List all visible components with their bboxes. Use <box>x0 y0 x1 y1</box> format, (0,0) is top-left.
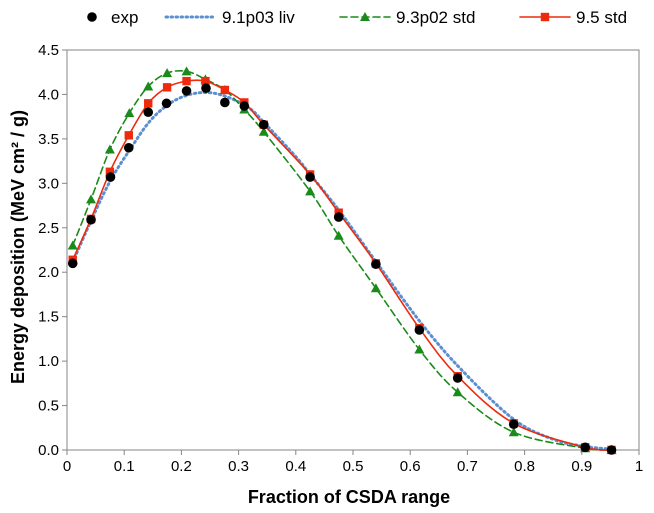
data-point <box>143 81 154 91</box>
legend-item-0: exp <box>87 8 138 27</box>
data-point <box>414 344 425 354</box>
data-point <box>105 167 115 176</box>
legend-label: 9.1p03 liv <box>222 8 295 27</box>
data-point <box>201 76 210 86</box>
data-point <box>181 86 192 96</box>
x-tick-label: 0 <box>63 458 71 475</box>
legend-label: exp <box>111 8 138 27</box>
data-point <box>258 126 269 136</box>
data-point <box>123 142 134 153</box>
data-point <box>371 259 381 270</box>
x-tick-label: 0.3 <box>228 458 249 475</box>
y-tick-label: 1.0 <box>38 353 59 370</box>
y-tick-label: 3.5 <box>38 131 59 148</box>
data-point <box>508 419 519 430</box>
x-tick-label: 1 <box>635 458 643 475</box>
data-point <box>181 66 192 76</box>
legend-label: 9.5 std <box>576 8 627 27</box>
data-point <box>86 214 96 225</box>
data-point <box>508 427 519 437</box>
data-point <box>105 172 116 182</box>
data-point <box>333 212 344 222</box>
legend-item-3: 9.5 std <box>519 8 627 27</box>
x-tick-label: 0.8 <box>514 458 535 475</box>
data-point <box>414 325 425 335</box>
y-tick-label: 2.0 <box>38 264 59 281</box>
y-axis-title: Energy deposition (MeV cm² / g) <box>8 110 28 384</box>
data-point <box>162 68 173 78</box>
data-point <box>104 144 115 154</box>
legend-item-2: 9.3p02 std <box>339 8 475 27</box>
x-tick-label: 0.9 <box>571 458 592 475</box>
data-point <box>182 76 191 86</box>
data-point <box>220 97 230 108</box>
data-point <box>67 240 78 250</box>
y-tick-label: 4.5 <box>38 42 59 59</box>
data-point <box>86 194 97 204</box>
x-tick-label: 0.7 <box>457 458 478 475</box>
data-point <box>305 172 315 182</box>
plot-frame <box>66 49 640 451</box>
y-tick-label: 4.0 <box>38 86 59 103</box>
y-tick-label: 3.0 <box>38 175 59 192</box>
data-point <box>220 85 230 95</box>
y-tick-label: 0.5 <box>38 398 59 415</box>
x-tick-label: 0.4 <box>285 458 306 475</box>
data-point <box>239 101 250 111</box>
series-line <box>71 69 613 451</box>
series-1 <box>71 90 614 451</box>
series-0 <box>67 83 617 455</box>
data-point <box>580 442 591 453</box>
y-axis-ticks: 0.0 0.5 1.0 1.5 2.0 2.5 3.0 3.5 4.0 4.5 <box>38 42 67 459</box>
data-point <box>201 83 211 94</box>
data-point <box>124 108 135 118</box>
y-tick-label: 1.5 <box>38 309 59 326</box>
data-point <box>67 258 78 269</box>
data-point <box>452 387 463 397</box>
legend-label: 9.3p02 std <box>396 8 475 27</box>
x-axis-title: Fraction of CSDA range <box>248 487 450 507</box>
data-point <box>606 445 617 455</box>
series-3 <box>68 76 616 455</box>
legend-swatch-marker <box>540 12 550 22</box>
legend-item-1: 9.1p03 liv <box>164 8 295 27</box>
data-point <box>143 107 154 118</box>
data-point <box>452 373 463 383</box>
legend: exp 9.1p03 liv 9.3p02 std 9.5 std <box>87 8 627 27</box>
x-tick-label: 0.6 <box>400 458 421 475</box>
data-point <box>124 131 133 140</box>
plot-area <box>67 66 617 455</box>
x-tick-label: 0.1 <box>114 458 135 475</box>
data-point <box>258 119 269 130</box>
data-point <box>161 98 172 109</box>
legend-swatch-marker <box>87 12 97 22</box>
data-point <box>305 186 316 196</box>
series-2 <box>67 66 617 454</box>
legend-swatch-marker <box>360 12 370 21</box>
data-point <box>162 83 172 92</box>
data-point <box>370 283 381 293</box>
series-line <box>71 90 614 451</box>
x-tick-label: 0.5 <box>343 458 364 475</box>
axes <box>66 49 640 451</box>
data-point <box>333 230 344 240</box>
y-tick-label: 2.5 <box>38 220 59 237</box>
y-tick-label: 0.0 <box>38 442 59 459</box>
x-tick-label: 0.2 <box>171 458 192 475</box>
x-axis-ticks: 0 0.1 0.2 0.3 0.4 0.5 0.6 0.7 0.8 0.9 1 <box>63 450 643 475</box>
data-point <box>144 99 153 108</box>
series-line <box>71 79 613 451</box>
